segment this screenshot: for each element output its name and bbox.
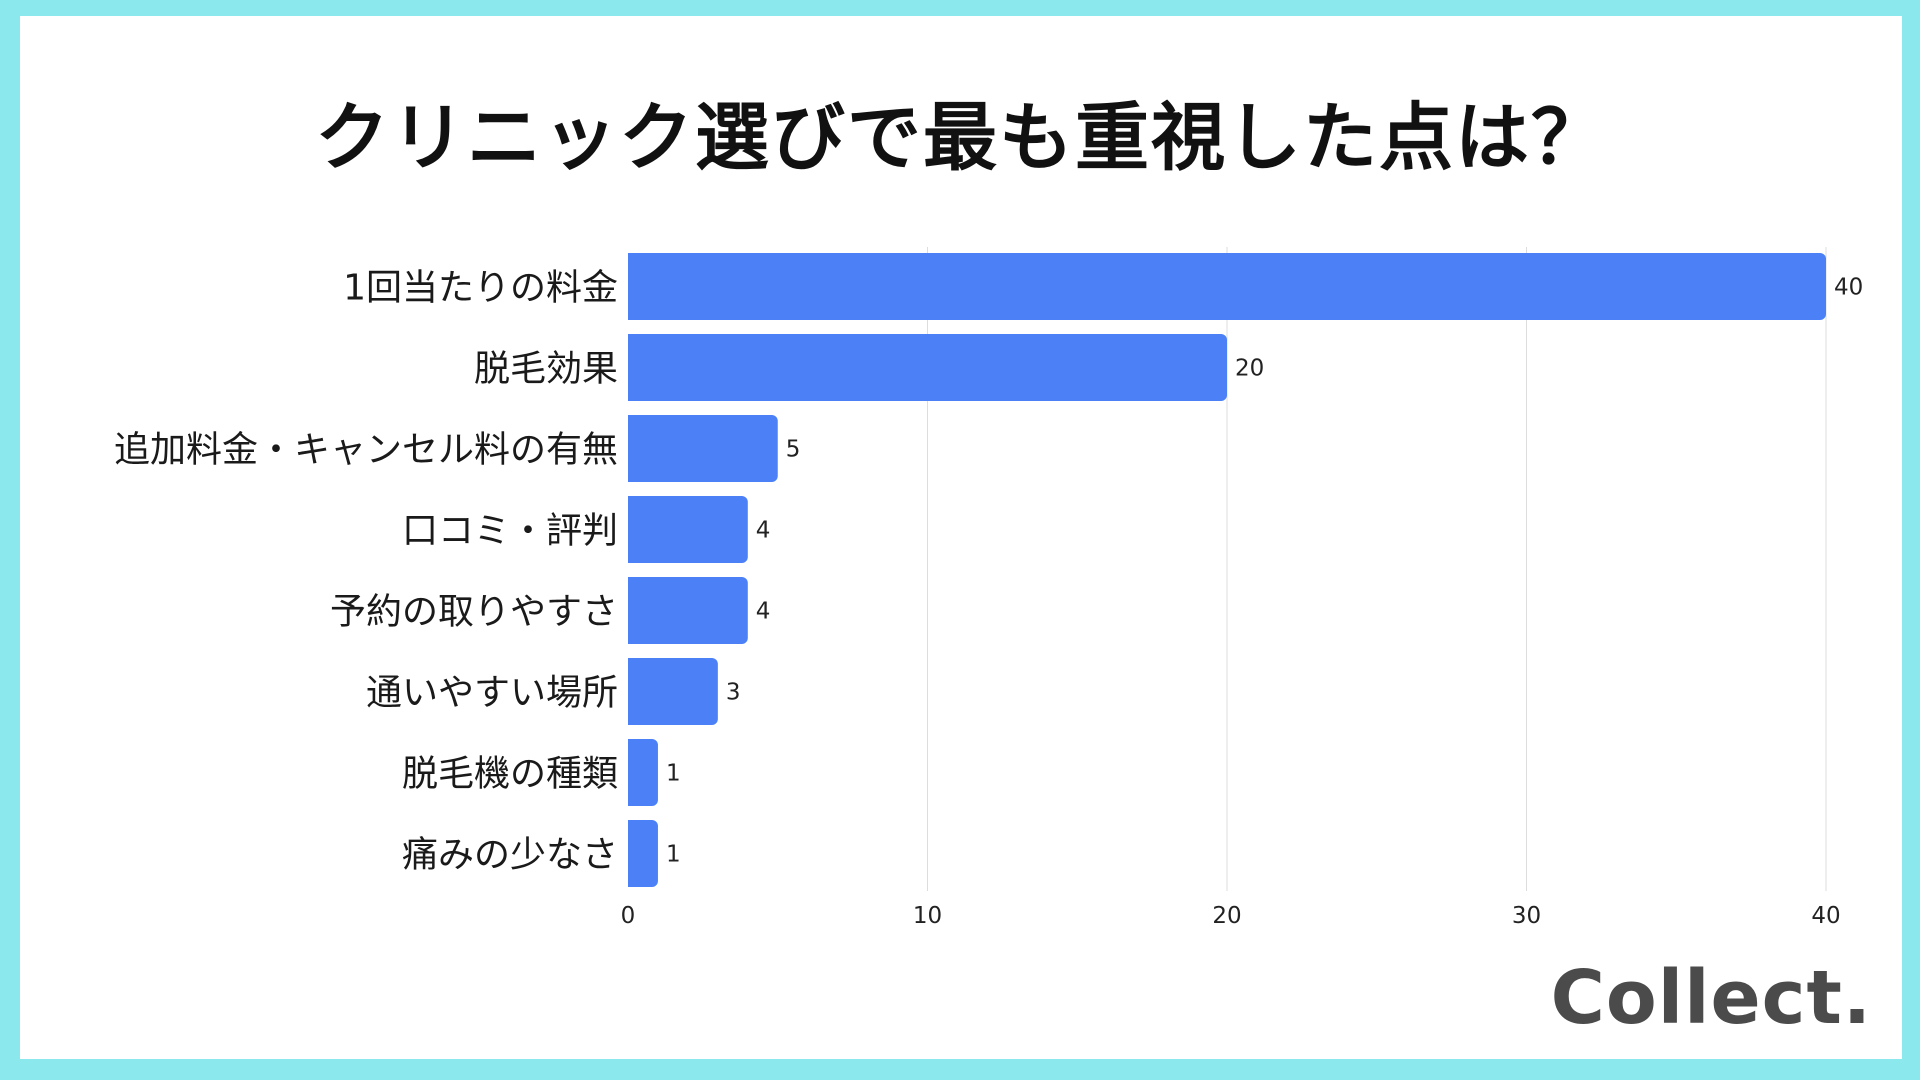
category-label: 1回当たりの料金	[343, 268, 618, 309]
bar-chart: 0 10 20 30 40 1回当たりの料金 40 脱毛効果 20 追加料金・キャンセル料の有無 5…	[114, 247, 1863, 929]
data-label: 4	[756, 599, 771, 625]
bar-edge	[628, 253, 636, 320]
bar-edge	[628, 820, 636, 887]
x-tick-label: 20	[1212, 903, 1241, 929]
bar-edge	[628, 496, 636, 563]
chart-card: クリニック選びで最も重視した点は？ 0 10 20 30 40 1回当たりの料金 40 脱毛効…	[20, 16, 1902, 1059]
bar-edge	[628, 577, 636, 644]
category-label: 脱毛機の種類	[402, 754, 618, 795]
data-label: 40	[1834, 275, 1863, 301]
category-label: 脱毛効果	[474, 349, 618, 390]
category-label: 追加料金・キャンセル料の有無	[114, 430, 618, 471]
data-label: 1	[666, 842, 681, 868]
bar	[628, 577, 748, 644]
bar	[628, 496, 748, 563]
data-label: 20	[1235, 356, 1264, 382]
bar	[628, 334, 1227, 401]
category-label: 口コミ・評判	[402, 511, 618, 552]
bar-edge	[628, 415, 636, 482]
x-tick-label: 0	[621, 903, 636, 929]
x-tick-label: 30	[1512, 903, 1541, 929]
x-tick-label: 40	[1811, 903, 1840, 929]
data-label: 4	[756, 518, 771, 544]
bar	[628, 415, 778, 482]
bar	[628, 658, 718, 725]
category-label: 予約の取りやすさ	[330, 592, 618, 633]
chart-title: クリニック選びで最も重視した点は？	[315, 95, 1607, 181]
collect-logo: Collect.	[1550, 955, 1872, 1041]
data-label: 3	[726, 680, 741, 706]
category-label: 痛みの少なさ	[402, 835, 618, 876]
data-label: 5	[786, 437, 801, 463]
category-label: 通いやすい場所	[366, 673, 618, 714]
x-tick-label: 10	[913, 903, 942, 929]
bar-edge	[628, 334, 636, 401]
bar-edge	[628, 739, 636, 806]
data-label: 1	[666, 761, 681, 787]
bar-edge	[628, 658, 636, 725]
bar	[628, 253, 1826, 320]
